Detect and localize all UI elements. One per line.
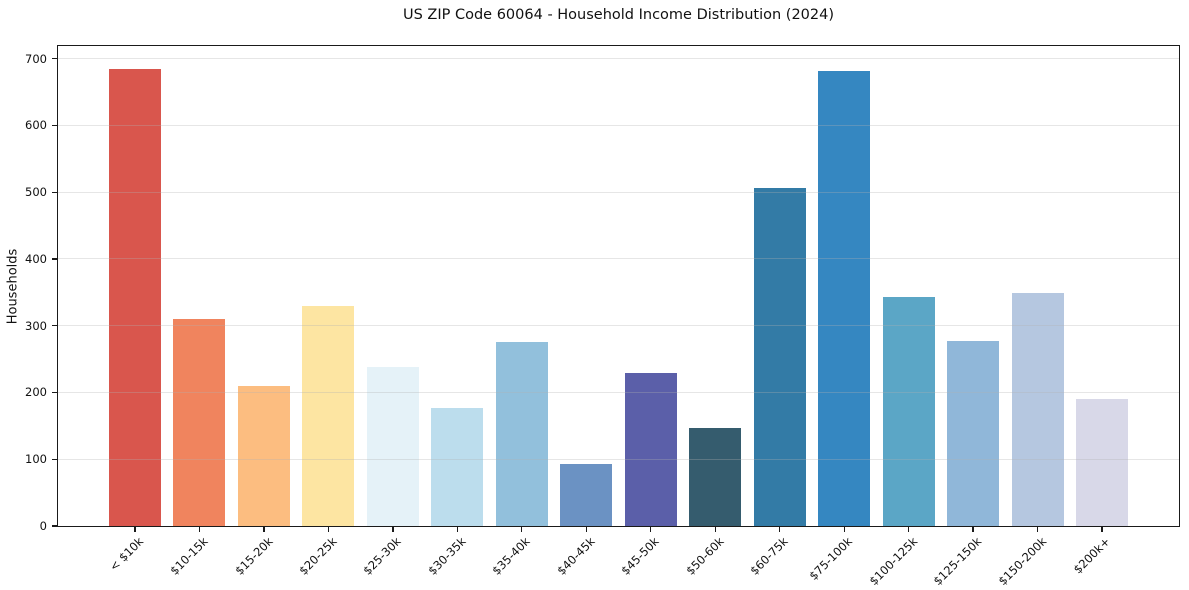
bar [753, 188, 806, 526]
bar [237, 386, 290, 526]
y-tick-label: 600 [25, 118, 47, 133]
y-tick-mark [52, 58, 58, 60]
x-tick-mark [1101, 526, 1103, 532]
bar [173, 319, 226, 526]
x-tick-mark [714, 526, 716, 532]
bar [624, 373, 677, 526]
bar [431, 407, 484, 526]
x-tick-mark [908, 526, 910, 532]
y-tick-label: 300 [25, 318, 47, 333]
y-tick-mark [52, 124, 58, 127]
x-tick-mark [198, 526, 201, 532]
gridline [58, 191, 1179, 193]
bar [560, 463, 613, 526]
bar [302, 305, 355, 526]
x-tick-label: $30-35k [425, 534, 469, 578]
bar [882, 297, 935, 526]
bar [947, 341, 1000, 526]
x-tick-label: $125-150k [930, 534, 985, 589]
gridline [58, 258, 1179, 260]
x-tick-label: $100-125k [866, 534, 920, 589]
chart-title: US ZIP Code 60064 - Household Income Dis… [402, 7, 835, 23]
y-tick-mark [52, 525, 58, 527]
x-tick-label: $45-50k [618, 534, 662, 578]
gridline [58, 458, 1179, 460]
x-tick-mark [134, 526, 136, 532]
x-tick-mark [585, 526, 587, 532]
x-tick-label: $50-60k [682, 534, 727, 578]
y-tick-mark [52, 191, 58, 193]
x-tick-mark [263, 526, 265, 532]
y-tick-label: 200 [25, 385, 47, 400]
gridline [58, 58, 1179, 60]
y-tick-mark [52, 391, 58, 394]
y-tick-label: 700 [25, 51, 47, 66]
y-tick-label: 100 [25, 452, 47, 467]
y-axis-label: Households [5, 248, 21, 324]
x-tick-label: $10-15k [167, 534, 211, 578]
bar [1076, 399, 1128, 526]
x-tick-label: $75-100k [806, 534, 856, 583]
x-tick-label: $150-200k [994, 534, 1049, 589]
x-tick-label: $200k+ [1071, 534, 1114, 577]
x-tick-label: < $10k [106, 534, 147, 574]
x-tick-mark [392, 526, 394, 532]
x-tick-label: $15-20k [231, 534, 276, 578]
y-tick-mark [52, 458, 58, 460]
bar [495, 341, 548, 526]
y-axis-label-container: Households [2, 46, 24, 526]
y-tick-mark [52, 258, 58, 260]
x-tick-mark [779, 526, 781, 532]
gridline [58, 124, 1179, 126]
plot-area [57, 45, 1180, 527]
bar [689, 427, 742, 526]
bar [366, 367, 419, 526]
x-tick-mark [1036, 526, 1039, 532]
bar [109, 68, 161, 526]
bar [1011, 293, 1064, 526]
x-tick-mark [456, 526, 459, 532]
bar [818, 70, 871, 526]
gridline [58, 325, 1179, 327]
y-tick-label: 0 [39, 519, 47, 533]
x-tick-label: $25-30k [360, 534, 405, 578]
x-tick-mark [843, 526, 845, 532]
x-tick-mark [650, 526, 652, 532]
x-tick-mark [521, 526, 523, 532]
y-tick-label: 400 [25, 251, 47, 266]
x-tick-label: $35-40k [489, 534, 534, 578]
x-tick-label: $20-25k [296, 534, 340, 578]
x-tick-label: $40-45k [554, 534, 598, 578]
x-tick-label: $60-75k [747, 534, 791, 578]
x-tick-mark [327, 526, 330, 532]
y-tick-mark [52, 325, 58, 327]
x-tick-mark [972, 526, 974, 532]
y-tick-label: 500 [25, 185, 47, 200]
gridline [58, 391, 1179, 393]
